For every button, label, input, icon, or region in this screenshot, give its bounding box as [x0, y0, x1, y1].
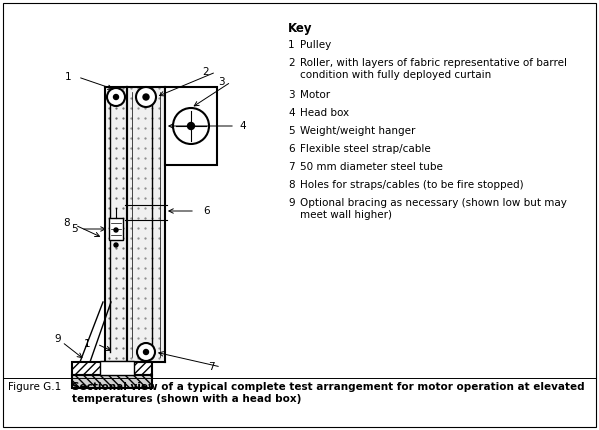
Text: Key: Key	[288, 22, 313, 35]
Circle shape	[144, 350, 149, 354]
Text: 6: 6	[203, 206, 210, 216]
Text: 7: 7	[288, 162, 295, 172]
Circle shape	[143, 94, 149, 100]
Circle shape	[187, 123, 195, 129]
Circle shape	[107, 88, 125, 106]
Bar	[165, 87, 217, 165]
Circle shape	[173, 108, 209, 144]
Text: 3: 3	[288, 90, 295, 100]
Circle shape	[114, 228, 118, 232]
Text: Sectional view of a typical complete test arrangement for motor operation at ele: Sectional view of a typical complete tes…	[72, 382, 585, 404]
Text: 6: 6	[288, 144, 295, 154]
Text: 50 mm diameter steel tube: 50 mm diameter steel tube	[300, 162, 443, 172]
Text: 1: 1	[65, 72, 71, 82]
Text: 8: 8	[63, 218, 70, 228]
Text: 1: 1	[288, 40, 295, 50]
Bar	[109, 218, 123, 240]
Text: 1: 1	[84, 339, 90, 349]
Text: 7: 7	[208, 362, 214, 372]
Bar	[105, 87, 127, 362]
Text: 5: 5	[71, 224, 77, 234]
Text: 4: 4	[288, 108, 295, 118]
Text: Head box: Head box	[300, 108, 349, 118]
Bar	[127, 87, 165, 362]
Text: 8: 8	[288, 180, 295, 190]
Text: Pulley: Pulley	[300, 40, 331, 50]
Text: 2: 2	[288, 58, 295, 68]
Circle shape	[114, 243, 118, 247]
Text: Flexible steel strap/cable: Flexible steel strap/cable	[300, 144, 431, 154]
Bar	[100, 361, 134, 375]
Text: 9: 9	[55, 334, 61, 344]
Text: Weight/weight hanger: Weight/weight hanger	[300, 126, 415, 136]
Text: 9: 9	[288, 198, 295, 208]
Bar	[72, 362, 152, 375]
Text: 4: 4	[239, 121, 246, 131]
Text: Figure G.1: Figure G.1	[8, 382, 61, 392]
Text: Holes for straps/cables (to be fire stopped): Holes for straps/cables (to be fire stop…	[300, 180, 524, 190]
Text: Optional bracing as necessary (shown low but may
meet wall higher): Optional bracing as necessary (shown low…	[300, 198, 567, 221]
Text: 3: 3	[217, 77, 224, 87]
Text: 5: 5	[288, 126, 295, 136]
Text: 2: 2	[202, 67, 209, 77]
Circle shape	[136, 87, 156, 107]
Circle shape	[113, 95, 119, 99]
Text: Motor: Motor	[300, 90, 330, 100]
Text: Roller, with layers of fabric representative of barrel
condition with fully depl: Roller, with layers of fabric representa…	[300, 58, 567, 80]
Bar	[72, 375, 152, 388]
Circle shape	[137, 343, 155, 361]
